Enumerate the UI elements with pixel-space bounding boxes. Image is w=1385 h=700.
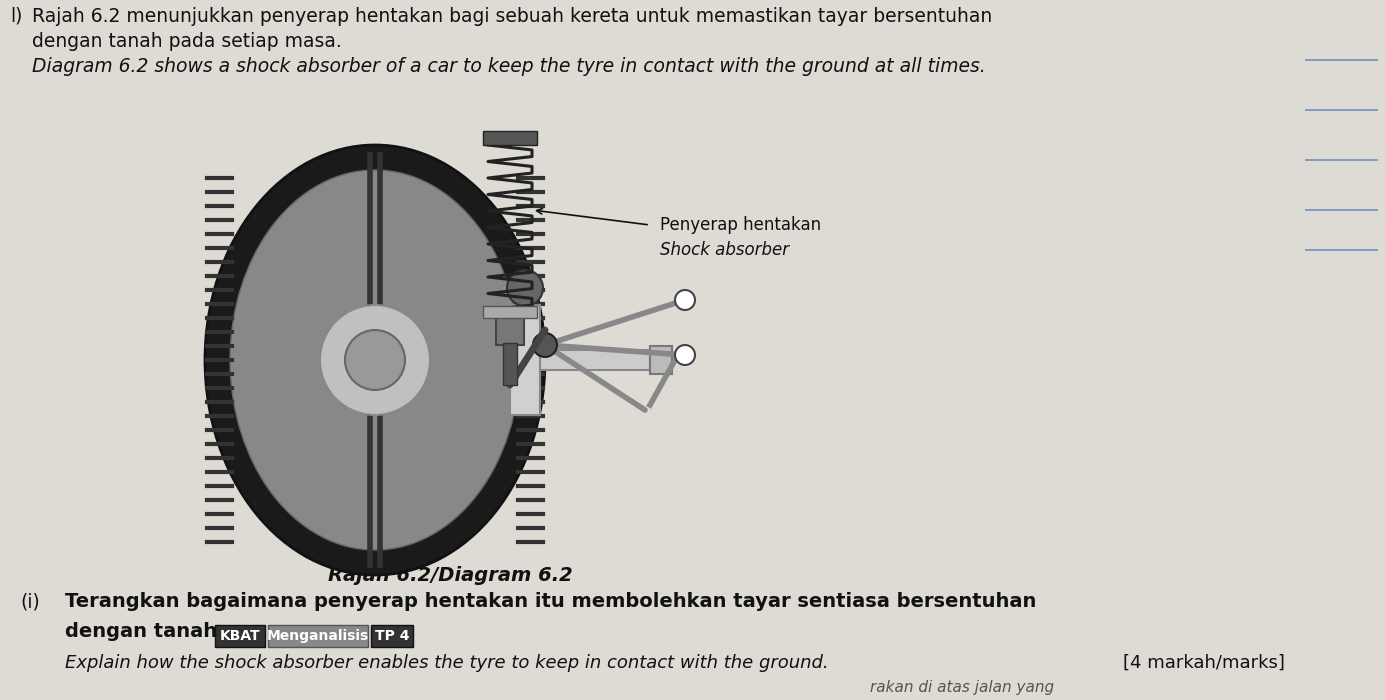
Text: TP 4: TP 4 (375, 629, 409, 643)
Circle shape (320, 305, 429, 415)
Circle shape (507, 270, 543, 306)
Text: Menganalisis: Menganalisis (267, 629, 370, 643)
Bar (510, 305, 540, 415)
Text: Terangkan bagaimana penyerap hentakan itu membolehkan tayar sentiasa bersentuhan: Terangkan bagaimana penyerap hentakan it… (65, 592, 1036, 611)
Text: Explain how the shock absorber enables the tyre to keep in contact with the grou: Explain how the shock absorber enables t… (65, 654, 828, 672)
Bar (483, 306, 537, 318)
FancyBboxPatch shape (269, 625, 368, 647)
Bar (650, 346, 672, 374)
Ellipse shape (205, 145, 546, 575)
Circle shape (345, 330, 404, 390)
FancyBboxPatch shape (215, 625, 265, 647)
Circle shape (674, 345, 695, 365)
Text: Rajah 6.2/Diagram 6.2: Rajah 6.2/Diagram 6.2 (328, 566, 572, 585)
Text: rakan di atas jalan yang: rakan di atas jalan yang (870, 680, 1054, 695)
Text: Penyerap hentakan: Penyerap hentakan (661, 216, 821, 234)
Text: dengan tanah.: dengan tanah. (65, 622, 224, 641)
Circle shape (533, 333, 557, 357)
Text: KBAT: KBAT (220, 629, 260, 643)
Bar (483, 131, 537, 145)
Text: Shock absorber: Shock absorber (661, 241, 789, 259)
Text: l): l) (10, 7, 22, 26)
Text: Rajah 6.2 menunjukkan penyerap hentakan bagi sebuah kereta untuk memastikan taya: Rajah 6.2 menunjukkan penyerap hentakan … (32, 7, 992, 26)
FancyBboxPatch shape (371, 625, 413, 647)
Circle shape (674, 290, 695, 310)
Bar (540, 350, 650, 370)
Ellipse shape (230, 170, 519, 550)
Text: dengan tanah pada setiap masa.: dengan tanah pada setiap masa. (32, 32, 342, 51)
Bar (503, 343, 517, 385)
Text: (i): (i) (19, 592, 40, 611)
Bar (496, 310, 524, 345)
Text: Diagram 6.2 shows a shock absorber of a car to keep the tyre in contact with the: Diagram 6.2 shows a shock absorber of a … (32, 57, 986, 76)
Text: [4 markah/marks]: [4 markah/marks] (1123, 654, 1285, 672)
